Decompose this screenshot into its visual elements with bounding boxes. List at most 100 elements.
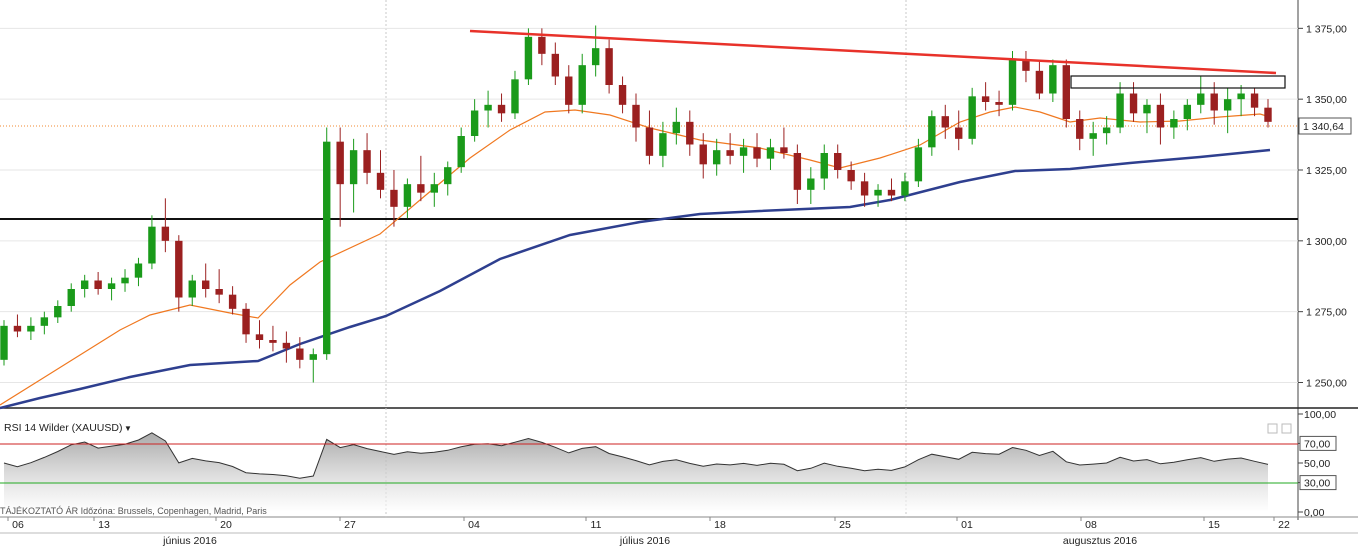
candle-body <box>202 280 210 289</box>
current-price-label: 1 340,64 <box>1303 121 1344 133</box>
candle-body <box>995 102 1003 105</box>
candle-body <box>457 136 465 168</box>
footer-note: TÁJÉKOZTATÓ ÁR Időzóna: Brussels, Copenh… <box>0 506 267 516</box>
candle-body <box>1170 119 1178 128</box>
candle-body <box>538 36 546 54</box>
candle-body <box>13 325 22 332</box>
candle-body <box>1116 93 1124 128</box>
candle-body <box>699 144 707 165</box>
rsi-panel-controls[interactable] <box>1267 423 1292 434</box>
candle-body <box>901 181 909 196</box>
candle-body <box>1089 133 1097 139</box>
candle-body <box>255 334 264 340</box>
candle-body <box>497 104 506 114</box>
week-separators <box>385 0 907 520</box>
rsi-tick-label: 0,00 <box>1304 507 1325 519</box>
rsi-dropdown-icon[interactable]: ▼ <box>124 424 132 433</box>
current-price-tag: 1 340,64 <box>1298 117 1352 135</box>
day-label: 20 <box>220 519 232 531</box>
candle-body <box>107 283 116 289</box>
day-label: 06 <box>12 519 24 531</box>
candle-body <box>1237 93 1245 100</box>
candle-body <box>444 167 452 185</box>
candle-body <box>1102 127 1111 134</box>
candle-body <box>1210 93 1218 111</box>
candle-body <box>1197 93 1205 105</box>
price-gridlines <box>0 27 1298 383</box>
candle-body <box>67 289 75 306</box>
price-panel <box>0 0 1298 408</box>
day-label: 04 <box>468 519 480 531</box>
candle-body <box>793 153 802 190</box>
candle-body <box>228 294 237 309</box>
candle-body <box>860 181 869 196</box>
candle-body <box>659 133 667 156</box>
price-tick-label: 1 250,00 <box>1306 378 1347 390</box>
candle-body <box>847 170 855 182</box>
price-tick-label: 1 325,00 <box>1306 165 1347 177</box>
day-label: 11 <box>591 519 602 531</box>
rsi-axis-ticks: 100,00 70,00 50,00 30,00 0,00 <box>1298 409 1337 519</box>
candle-body <box>1049 65 1057 94</box>
candle-body <box>349 150 358 185</box>
candle-body <box>269 340 277 343</box>
candle-body <box>672 121 681 134</box>
candle-body <box>1143 104 1151 114</box>
candle-body <box>148 226 156 264</box>
candle-body <box>511 79 519 114</box>
candle-body <box>242 308 250 335</box>
rsi-panel: RSI 14 Wilder (XAUUSD) ▼ 100,00 70,00 50,0… <box>0 409 1337 519</box>
candle-body <box>1129 93 1138 114</box>
month-label: június 2016 <box>162 535 217 547</box>
candle-body <box>551 53 560 77</box>
candle-body <box>215 289 223 295</box>
candle-body <box>686 121 694 145</box>
month-label: július 2016 <box>619 535 670 547</box>
candle-body <box>981 96 990 102</box>
day-label: 01 <box>961 519 973 531</box>
rsi-area <box>4 432 1268 512</box>
candle-body <box>1264 107 1272 122</box>
candle-body <box>591 48 600 66</box>
candle-body <box>807 178 815 190</box>
candle-body <box>955 127 963 139</box>
candle-body <box>1250 93 1259 108</box>
candle-body <box>739 147 748 156</box>
month-label: augusztus 2016 <box>1063 535 1137 547</box>
candle-body <box>296 348 304 360</box>
candle-body <box>605 48 613 85</box>
candle-body <box>1008 59 1017 105</box>
candle-body <box>363 150 371 173</box>
resistance-trendline <box>469 29 1277 75</box>
candle-body <box>1022 59 1030 71</box>
candle-body <box>282 342 291 349</box>
candle-body <box>968 96 976 139</box>
candle-body <box>1183 104 1192 119</box>
x-axis-day-labels: 06 13 20 27 04 11 18 25 01 08 15 22 <box>7 517 1290 531</box>
price-tick-label: 1 275,00 <box>1306 307 1347 319</box>
candle-body <box>40 317 49 326</box>
candle-body <box>914 147 923 182</box>
candle-body <box>470 110 479 136</box>
candle-body <box>323 141 331 355</box>
candle-body <box>1223 99 1232 111</box>
candle-body <box>780 147 788 153</box>
candle-body <box>417 184 425 193</box>
candle-body <box>726 150 734 156</box>
rsi-level-tag <box>1299 435 1337 451</box>
candle-body <box>161 226 170 241</box>
candlesticks <box>0 25 1272 383</box>
price-tick-label: 1 300,00 <box>1306 236 1347 248</box>
rsi-line <box>3 432 1269 479</box>
candle-body <box>1076 119 1084 139</box>
candle-body <box>0 325 8 360</box>
rsi-tick-label: 100,00 <box>1304 409 1336 421</box>
candle-body <box>712 150 721 165</box>
candle-body <box>484 104 492 111</box>
candle-body <box>54 306 62 318</box>
consolidation-box <box>1070 75 1286 89</box>
candle-body <box>565 76 573 105</box>
candle-body <box>632 104 640 128</box>
candle-body <box>336 141 344 185</box>
